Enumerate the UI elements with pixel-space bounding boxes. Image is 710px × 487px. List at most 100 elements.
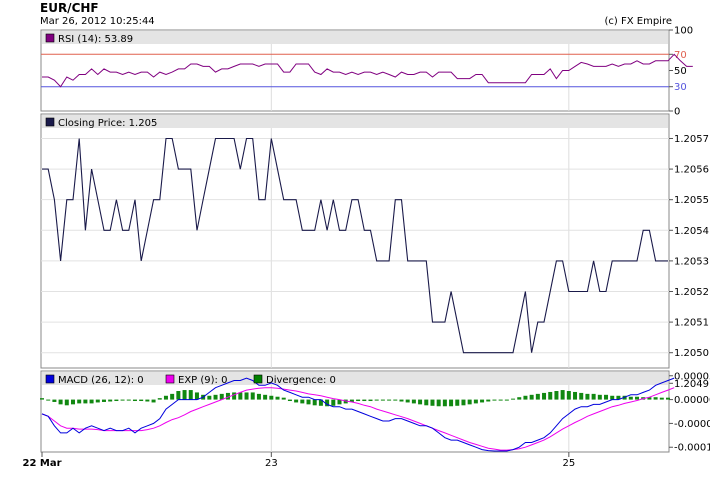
macd-line [41, 377, 675, 452]
divergence-bar [368, 399, 373, 402]
divergence-bar [610, 395, 615, 400]
divergence-bar [306, 399, 311, 405]
divergence-bar [504, 399, 509, 401]
divergence-bar [374, 399, 379, 401]
divergence-bar [188, 390, 193, 400]
divergence-bar [424, 399, 429, 406]
divergence-bar [312, 399, 317, 406]
y-tick-label: 30 [674, 82, 687, 93]
divergence-bar [461, 399, 466, 406]
divergence-bar [486, 399, 491, 402]
legend-strip [42, 115, 668, 128]
exp-legend-swatch [165, 374, 175, 384]
chart-timestamp: Mar 26, 2012 10:25:44 [40, 16, 155, 27]
y-tick-label: 0 [674, 107, 680, 118]
x-tick-label: 23 [265, 458, 278, 469]
y-tick-label: -0.0001 [674, 443, 710, 454]
divergence-bar [455, 399, 460, 406]
divergence-bar [349, 399, 354, 402]
divergence-bar [467, 399, 472, 405]
divergence-bar [120, 399, 125, 401]
divergence-legend-label: Divergence: 0 [266, 375, 336, 386]
divergence-bar [604, 394, 609, 400]
rsi-legend-label: RSI (14): 53.89 [58, 34, 133, 45]
exp-legend-label: EXP (9): 0 [178, 375, 227, 386]
rsi-legend-swatch [45, 33, 55, 43]
divergence-bar [207, 395, 212, 400]
divergence-bar [579, 392, 584, 400]
divergence-bar [83, 399, 88, 404]
divergence-bar [399, 399, 404, 402]
divergence-bar [163, 395, 168, 400]
macd-legend-label: MACD (26, 12): 0 [58, 375, 144, 386]
divergence-bar [151, 399, 156, 403]
rsi-panel: 100 70 50 30 0 RSI (14): 53.89 [40, 26, 693, 118]
divergence-bar [430, 399, 435, 406]
divergence-bar [473, 399, 478, 404]
price-line [42, 137, 668, 354]
divergence-bar [244, 392, 249, 400]
divergence-bar [480, 399, 485, 403]
exp-line [41, 387, 675, 451]
y-tick-label: 1.2051 [674, 318, 709, 329]
divergence-bar [232, 392, 237, 400]
divergence-bar [548, 391, 553, 400]
y-tick-label: -0.0000 [674, 419, 710, 430]
x-axis: 22 Mar 23 25 [22, 452, 575, 469]
divergence-bar [287, 399, 292, 402]
divergence-bar [318, 399, 323, 406]
price-panel: 1.2057 1.2056 1.2055 1.2054 1.2053 1.2052 1.20… [40, 113, 709, 390]
legend-strip [42, 31, 668, 44]
divergence-bar [114, 399, 119, 402]
copyright-text: (c) FX Empire [604, 16, 673, 27]
divergence-bar [300, 399, 305, 404]
divergence-bar [126, 399, 131, 401]
divergence-bar [132, 399, 137, 402]
y-tick-label: 1.2049 [674, 379, 709, 390]
price-legend-label: Closing Price: 1.205 [58, 118, 157, 129]
divergence-bar [331, 399, 336, 406]
y-tick-label: 70 [674, 50, 687, 61]
y-tick-label: 1.2053 [674, 256, 709, 267]
divergence-bar [77, 399, 82, 404]
y-tick-label: 1.2054 [674, 226, 709, 237]
divergence-legend-swatch [253, 374, 263, 384]
divergence-bar [659, 397, 664, 400]
divergence-bar [418, 399, 423, 405]
divergence-bar [89, 399, 94, 404]
divergence-bar [529, 394, 534, 400]
divergence-bar [492, 399, 497, 401]
divergence-bar [535, 393, 540, 400]
divergence-bar [250, 392, 255, 400]
y-tick-label: 1.2055 [674, 195, 709, 206]
divergence-bar [560, 390, 565, 400]
divergence-bar [275, 396, 280, 400]
divergence-bar [176, 391, 181, 400]
divergence-bar [52, 399, 57, 402]
divergence-bar [498, 399, 503, 401]
divergence-bar [145, 399, 150, 402]
macd-legend-swatch [45, 374, 55, 384]
divergence-bar [411, 399, 416, 404]
divergence-bar [219, 393, 224, 400]
divergence-bar [647, 397, 652, 400]
y-tick-label: 100 [674, 26, 693, 37]
divergence-bar [517, 397, 522, 400]
divergence-bar [108, 399, 113, 402]
divergence-bar [256, 393, 261, 400]
divergence-bar [362, 399, 367, 402]
divergence-bar [194, 392, 199, 400]
divergence-bar [393, 399, 398, 401]
divergence-bar [263, 394, 268, 400]
rsi-line [42, 53, 693, 88]
divergence-bar [616, 395, 621, 400]
divergence-bar [238, 392, 243, 400]
y-tick-label: 1.2052 [674, 287, 709, 298]
divergence-bar [40, 398, 44, 400]
x-tick-label: 25 [562, 458, 575, 469]
price-legend-swatch [45, 117, 55, 127]
divergence-bar [653, 397, 658, 400]
divergence-bar [511, 398, 516, 400]
